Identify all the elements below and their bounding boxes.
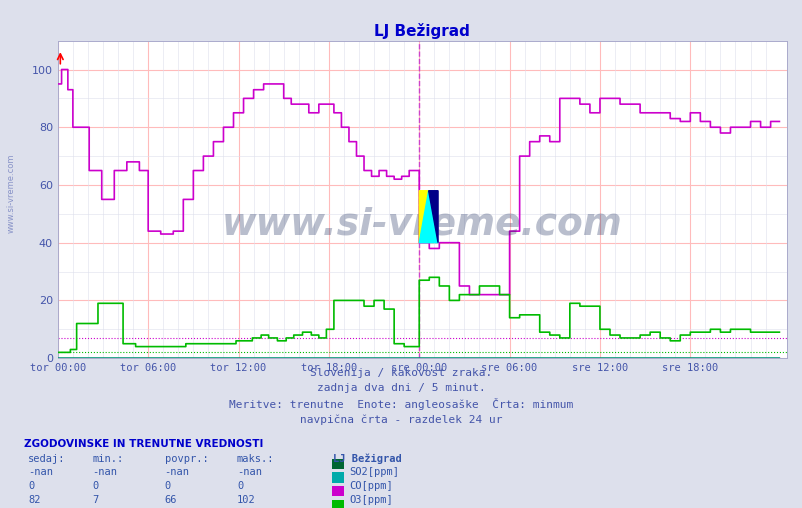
Text: sedaj:: sedaj: xyxy=(28,454,66,464)
Text: 66: 66 xyxy=(164,495,177,505)
Text: 82: 82 xyxy=(28,495,41,505)
Title: LJ Bežigrad: LJ Bežigrad xyxy=(374,23,470,40)
Text: 7: 7 xyxy=(92,495,99,505)
Text: maks.:: maks.: xyxy=(237,454,274,464)
Text: Slovenija / kakovost zraka.
zadnja dva dni / 5 minut.
Meritve: trenutne  Enote: : Slovenija / kakovost zraka. zadnja dva d… xyxy=(229,368,573,425)
Text: 0: 0 xyxy=(92,481,99,491)
Text: www.si-vreme.com: www.si-vreme.com xyxy=(6,153,15,233)
Text: -nan: -nan xyxy=(237,467,261,478)
Text: 0: 0 xyxy=(164,481,171,491)
Text: LJ Bežigrad: LJ Bežigrad xyxy=(333,454,402,464)
Text: www.si-vreme.com: www.si-vreme.com xyxy=(221,207,622,243)
Text: SO2[ppm]: SO2[ppm] xyxy=(349,467,399,478)
Text: povpr.:: povpr.: xyxy=(164,454,208,464)
Text: -nan: -nan xyxy=(92,467,117,478)
Polygon shape xyxy=(419,190,438,243)
Text: O3[ppm]: O3[ppm] xyxy=(349,495,392,505)
Text: 0: 0 xyxy=(237,481,243,491)
Polygon shape xyxy=(428,190,438,243)
Text: ZGODOVINSKE IN TRENUTNE VREDNOSTI: ZGODOVINSKE IN TRENUTNE VREDNOSTI xyxy=(24,439,263,450)
Polygon shape xyxy=(419,190,428,243)
Text: 0: 0 xyxy=(28,481,34,491)
Text: CO[ppm]: CO[ppm] xyxy=(349,481,392,491)
Text: 102: 102 xyxy=(237,495,255,505)
Text: -nan: -nan xyxy=(164,467,189,478)
Text: min.:: min.: xyxy=(92,454,124,464)
Text: -nan: -nan xyxy=(28,467,53,478)
